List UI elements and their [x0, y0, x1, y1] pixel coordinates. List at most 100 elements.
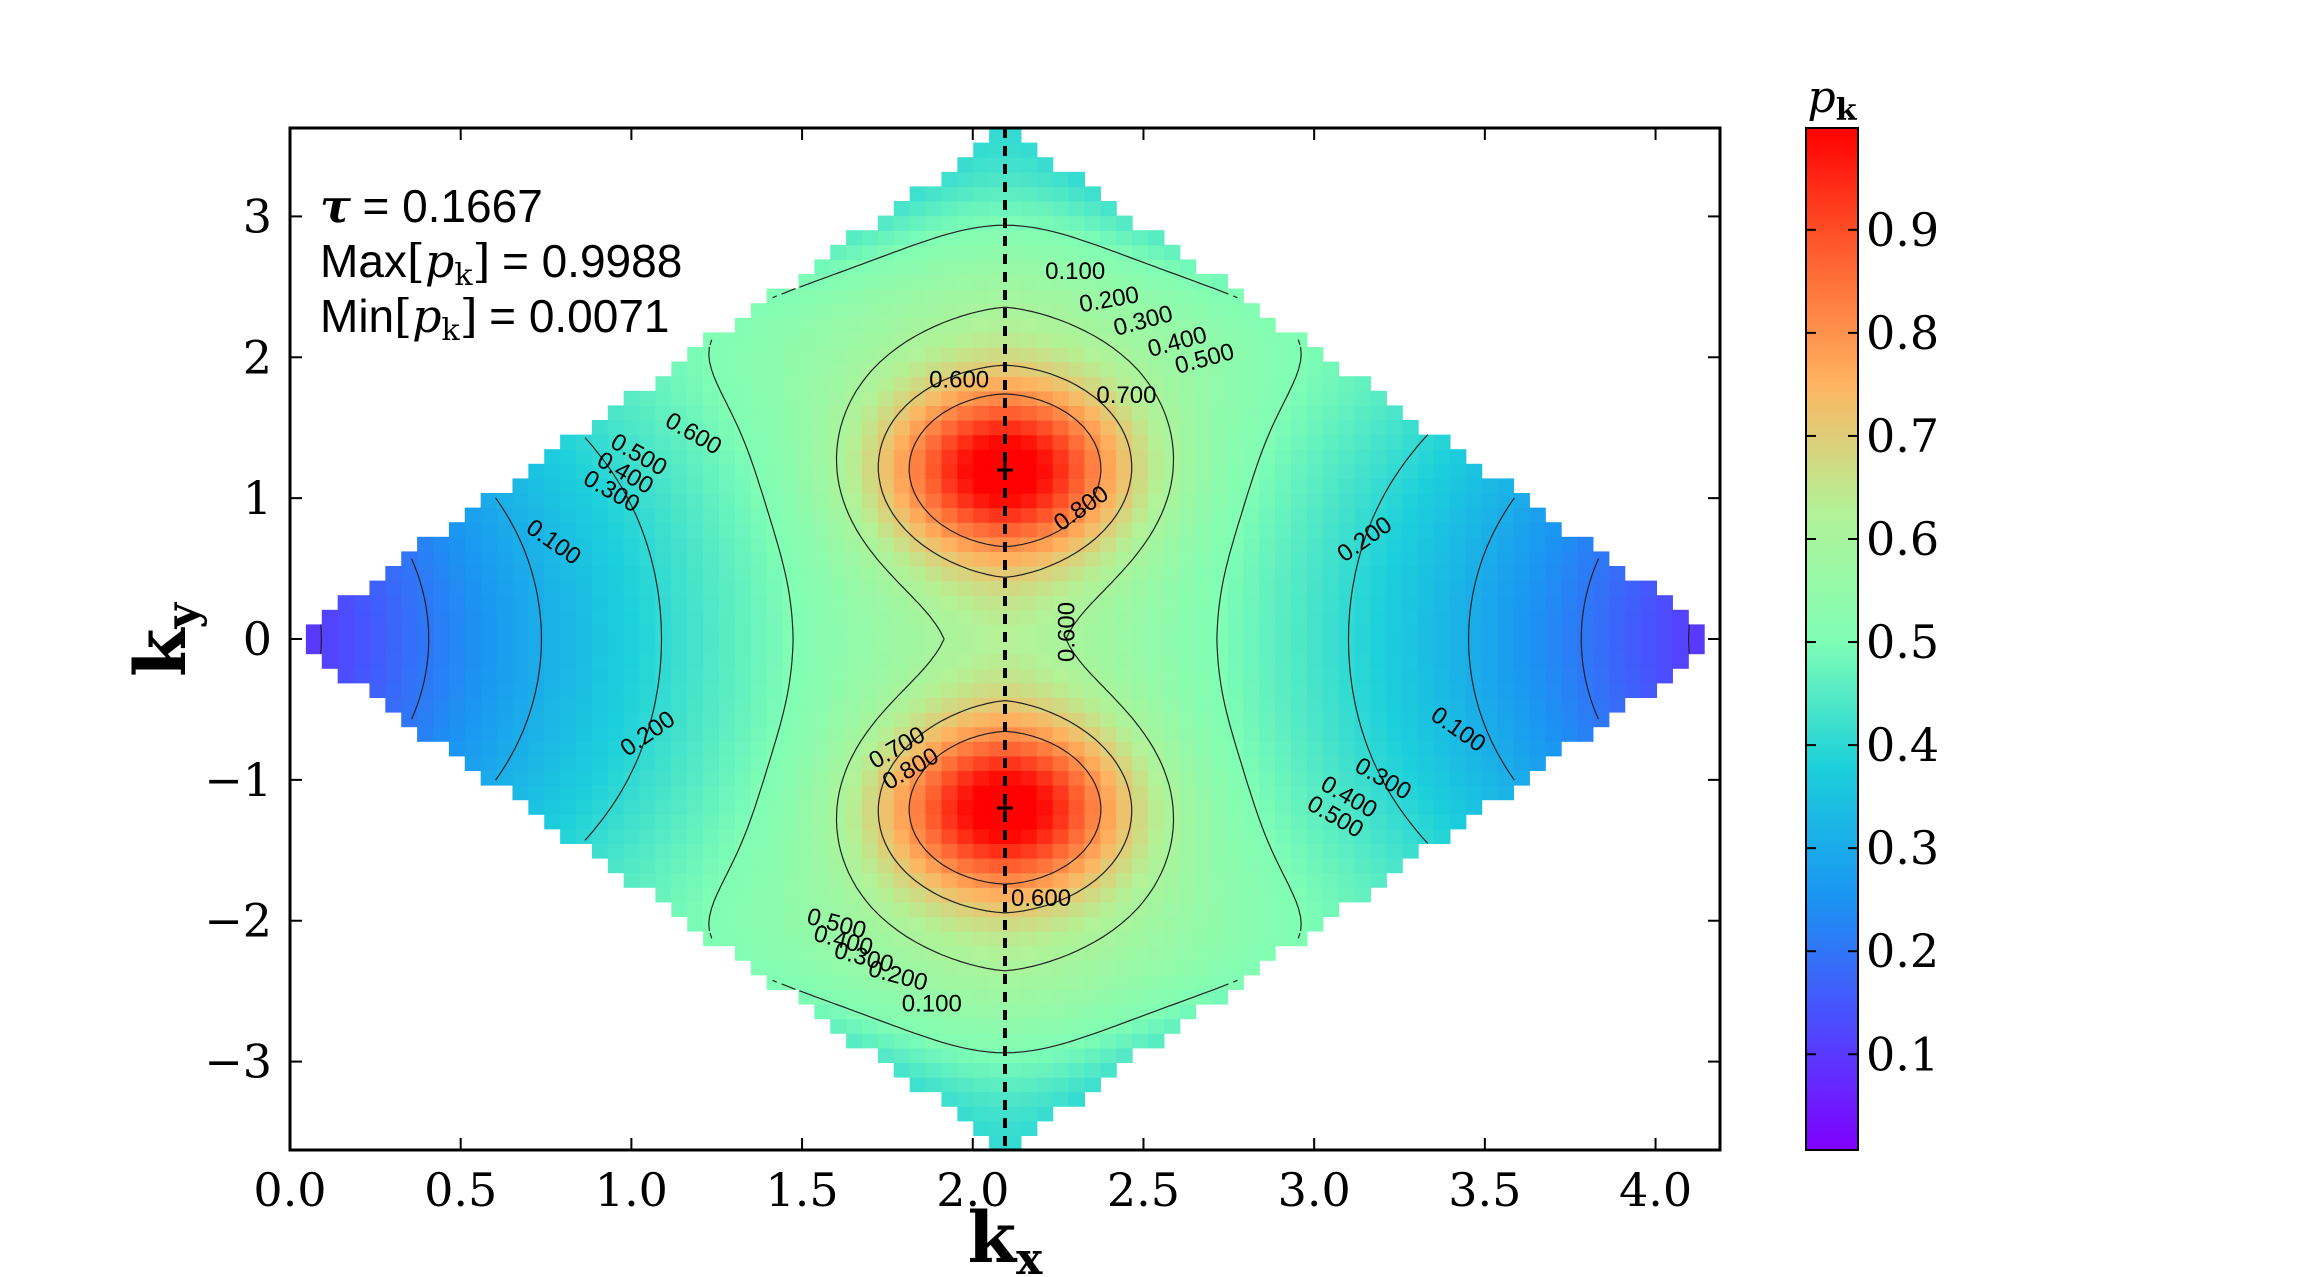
heatmap-cell: [734, 405, 752, 421]
heatmap-cell: [433, 639, 450, 655]
heatmap-cell: [1465, 697, 1483, 713]
heatmap-cell: [1275, 755, 1292, 771]
heatmap-cell: [1227, 449, 1244, 465]
heatmap-cell: [973, 624, 990, 640]
heatmap-cell: [1449, 493, 1467, 509]
heatmap-cell: [782, 945, 800, 961]
annotation-max: Max[pk] = 0.9988: [320, 234, 682, 293]
heatmap-cell: [1020, 405, 1038, 421]
heatmap-cell: [1227, 566, 1244, 582]
heatmap-cell: [989, 785, 1006, 801]
heatmap-cell: [433, 668, 450, 684]
heatmap-cell: [973, 332, 990, 348]
heatmap-cell: [782, 931, 800, 947]
heatmap-cell: [321, 624, 339, 640]
heatmap-cell: [639, 668, 657, 684]
heatmap-cell: [830, 274, 847, 290]
heatmap-cell: [1020, 1106, 1038, 1122]
heatmap-cell: [734, 317, 752, 333]
heatmap-cell: [687, 887, 704, 903]
heatmap-cell: [1291, 390, 1308, 406]
heatmap-cell: [989, 726, 1006, 742]
heatmap-cell: [1036, 814, 1054, 830]
heatmap-cell: [1243, 799, 1260, 815]
heatmap-cell: [1179, 916, 1197, 932]
heatmap-cell: [1084, 449, 1101, 465]
heatmap-cell: [1195, 507, 1213, 523]
heatmap-cell: [1084, 405, 1101, 421]
heatmap-cell: [1052, 916, 1070, 932]
heatmap-cell: [1132, 653, 1149, 669]
heatmap-cell: [846, 449, 863, 465]
heatmap-cell: [1036, 887, 1054, 903]
heatmap-cell: [957, 974, 974, 990]
heatmap-cell: [1163, 244, 1181, 260]
heatmap-cell: [877, 887, 895, 903]
heatmap-cell: [877, 712, 895, 728]
heatmap-cell: [1434, 449, 1451, 465]
heatmap-cell: [909, 1018, 927, 1034]
heatmap-cell: [1179, 609, 1197, 625]
heatmap-cell: [1449, 507, 1467, 523]
heatmap-cell: [1291, 332, 1308, 348]
heatmap-cell: [862, 858, 879, 874]
heatmap-cell: [1624, 639, 1642, 655]
heatmap-cell: [1148, 814, 1165, 830]
heatmap-cell: [893, 872, 911, 888]
heatmap-cell: [877, 230, 895, 246]
heatmap-cell: [750, 799, 768, 815]
contour-line-0.2: [410, 558, 1600, 720]
heatmap-cell: [1354, 712, 1372, 728]
heatmap-cell: [576, 595, 593, 611]
heatmap-cell: [1068, 215, 1086, 231]
heatmap-cell: [989, 1120, 1006, 1136]
heatmap-cell: [798, 697, 815, 713]
heatmap-cell: [973, 507, 990, 523]
heatmap-cell: [734, 463, 752, 479]
heatmap-cell: [830, 901, 847, 917]
heatmap-cell: [448, 668, 466, 684]
heatmap-cell: [1434, 566, 1451, 582]
heatmap-cell: [1132, 463, 1149, 479]
heatmap-cell: [941, 536, 958, 552]
heatmap-cell: [909, 872, 927, 888]
heatmap-cell: [1068, 682, 1086, 698]
heatmap-cell: [1211, 463, 1229, 479]
heatmap-cell: [1100, 726, 1117, 742]
heatmap-cell: [814, 872, 831, 888]
heatmap-cell: [814, 960, 831, 976]
heatmap-cell: [1148, 989, 1165, 1005]
heatmap-cell: [782, 463, 800, 479]
heatmap-cell: [1116, 741, 1133, 757]
heatmap-cell: [877, 960, 895, 976]
heatmap-cell: [1195, 493, 1213, 509]
heatmap-cell: [623, 609, 641, 625]
heatmap-cell: [925, 595, 943, 611]
heatmap-cell: [1243, 361, 1260, 377]
heatmap-cell: [480, 668, 498, 684]
heatmap-cell: [1338, 609, 1356, 625]
heatmap-cell: [1243, 405, 1260, 421]
heatmap-cell: [623, 726, 641, 742]
heatmap-cell: [512, 624, 529, 640]
heatmap-cell: [1227, 624, 1244, 640]
heatmap-cell: [766, 390, 784, 406]
heatmap-cell: [1084, 755, 1101, 771]
heatmap-cell: [1291, 463, 1308, 479]
heatmap-cell: [941, 1033, 958, 1049]
heatmap-cell: [782, 449, 800, 465]
heatmap-cell: [1068, 799, 1086, 815]
heatmap-cell: [734, 741, 752, 757]
heatmap-cell: [528, 755, 545, 771]
heatmap-cell: [1068, 566, 1086, 582]
heatmap-cell: [766, 420, 784, 436]
heatmap-cell: [957, 522, 974, 538]
heatmap-cell: [1354, 887, 1372, 903]
heatmap-cell: [671, 726, 688, 742]
heatmap-cell: [1100, 478, 1117, 494]
heatmap-cell: [1148, 303, 1165, 319]
heatmap-cell: [1386, 536, 1403, 552]
heatmap-cell: [1449, 653, 1467, 669]
heatmap-cell: [1418, 785, 1435, 801]
heatmap-cell: [496, 580, 514, 596]
